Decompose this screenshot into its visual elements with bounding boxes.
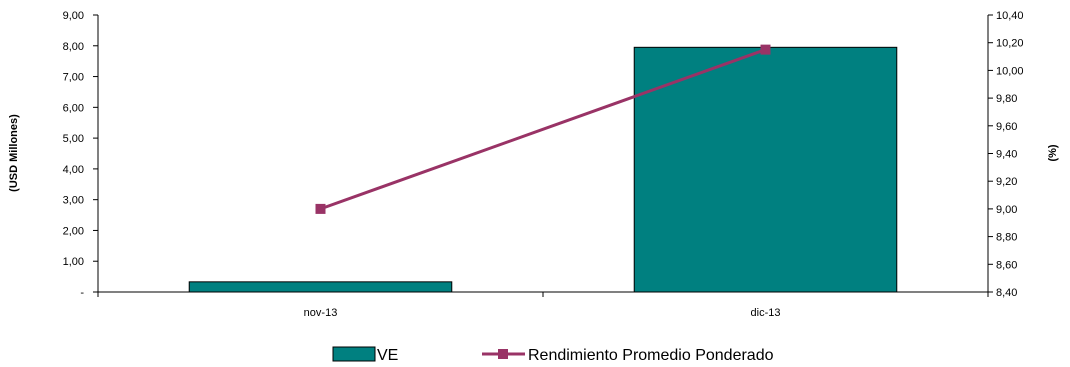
right-tick-label: 10,20 <box>996 38 1024 50</box>
left-tick-label: 9,00 <box>63 10 84 22</box>
right-tick-label: 9,80 <box>996 93 1017 105</box>
left-tick-label: - <box>80 287 84 299</box>
right-tick-label: 9,00 <box>996 204 1017 216</box>
left-tick-label: 6,00 <box>63 102 84 114</box>
line-path <box>319 48 767 211</box>
left-tick-label: 2,00 <box>63 225 84 237</box>
right-tick-label: 8,80 <box>996 232 1017 244</box>
bar <box>188 281 453 293</box>
legend-label-bar: VE <box>377 347 398 364</box>
left-axis-title: (USD Millones) <box>8 114 20 192</box>
left-tick-label: 4,00 <box>63 164 84 176</box>
line-marker <box>315 203 326 214</box>
right-tick-label: 9,20 <box>996 176 1017 188</box>
right-tick-label: 9,40 <box>996 149 1017 161</box>
line-series <box>315 44 771 214</box>
right-tick-label: 10,00 <box>996 65 1024 77</box>
left-tick-label: 5,00 <box>63 133 84 145</box>
right-tick-label: 10,40 <box>996 10 1024 22</box>
right-tick-label: 8,40 <box>996 287 1017 299</box>
right-tick-label: 9,60 <box>996 121 1017 133</box>
left-tick-label: 7,00 <box>63 72 84 84</box>
x-tick-label: dic-13 <box>751 307 781 319</box>
x-tick-label: nov-13 <box>304 307 338 319</box>
bar-series <box>188 46 898 293</box>
legend-swatch-marker <box>498 349 508 359</box>
right-tick-label: 8,60 <box>996 259 1017 271</box>
labels: (USD Millones) (%) <box>8 114 1059 192</box>
bar <box>633 46 898 293</box>
legend-label-line: Rendimiento Promedio Ponderado <box>528 347 774 364</box>
left-tick-label: 3,00 <box>63 195 84 207</box>
legend: VE Rendimiento Promedio Ponderado <box>332 346 774 364</box>
right-axis-title: (%) <box>1047 144 1059 161</box>
left-tick-label: 1,00 <box>63 256 84 268</box>
line-marker <box>760 44 771 55</box>
legend-swatch-bar <box>332 346 376 362</box>
left-tick-label: 8,00 <box>63 41 84 53</box>
